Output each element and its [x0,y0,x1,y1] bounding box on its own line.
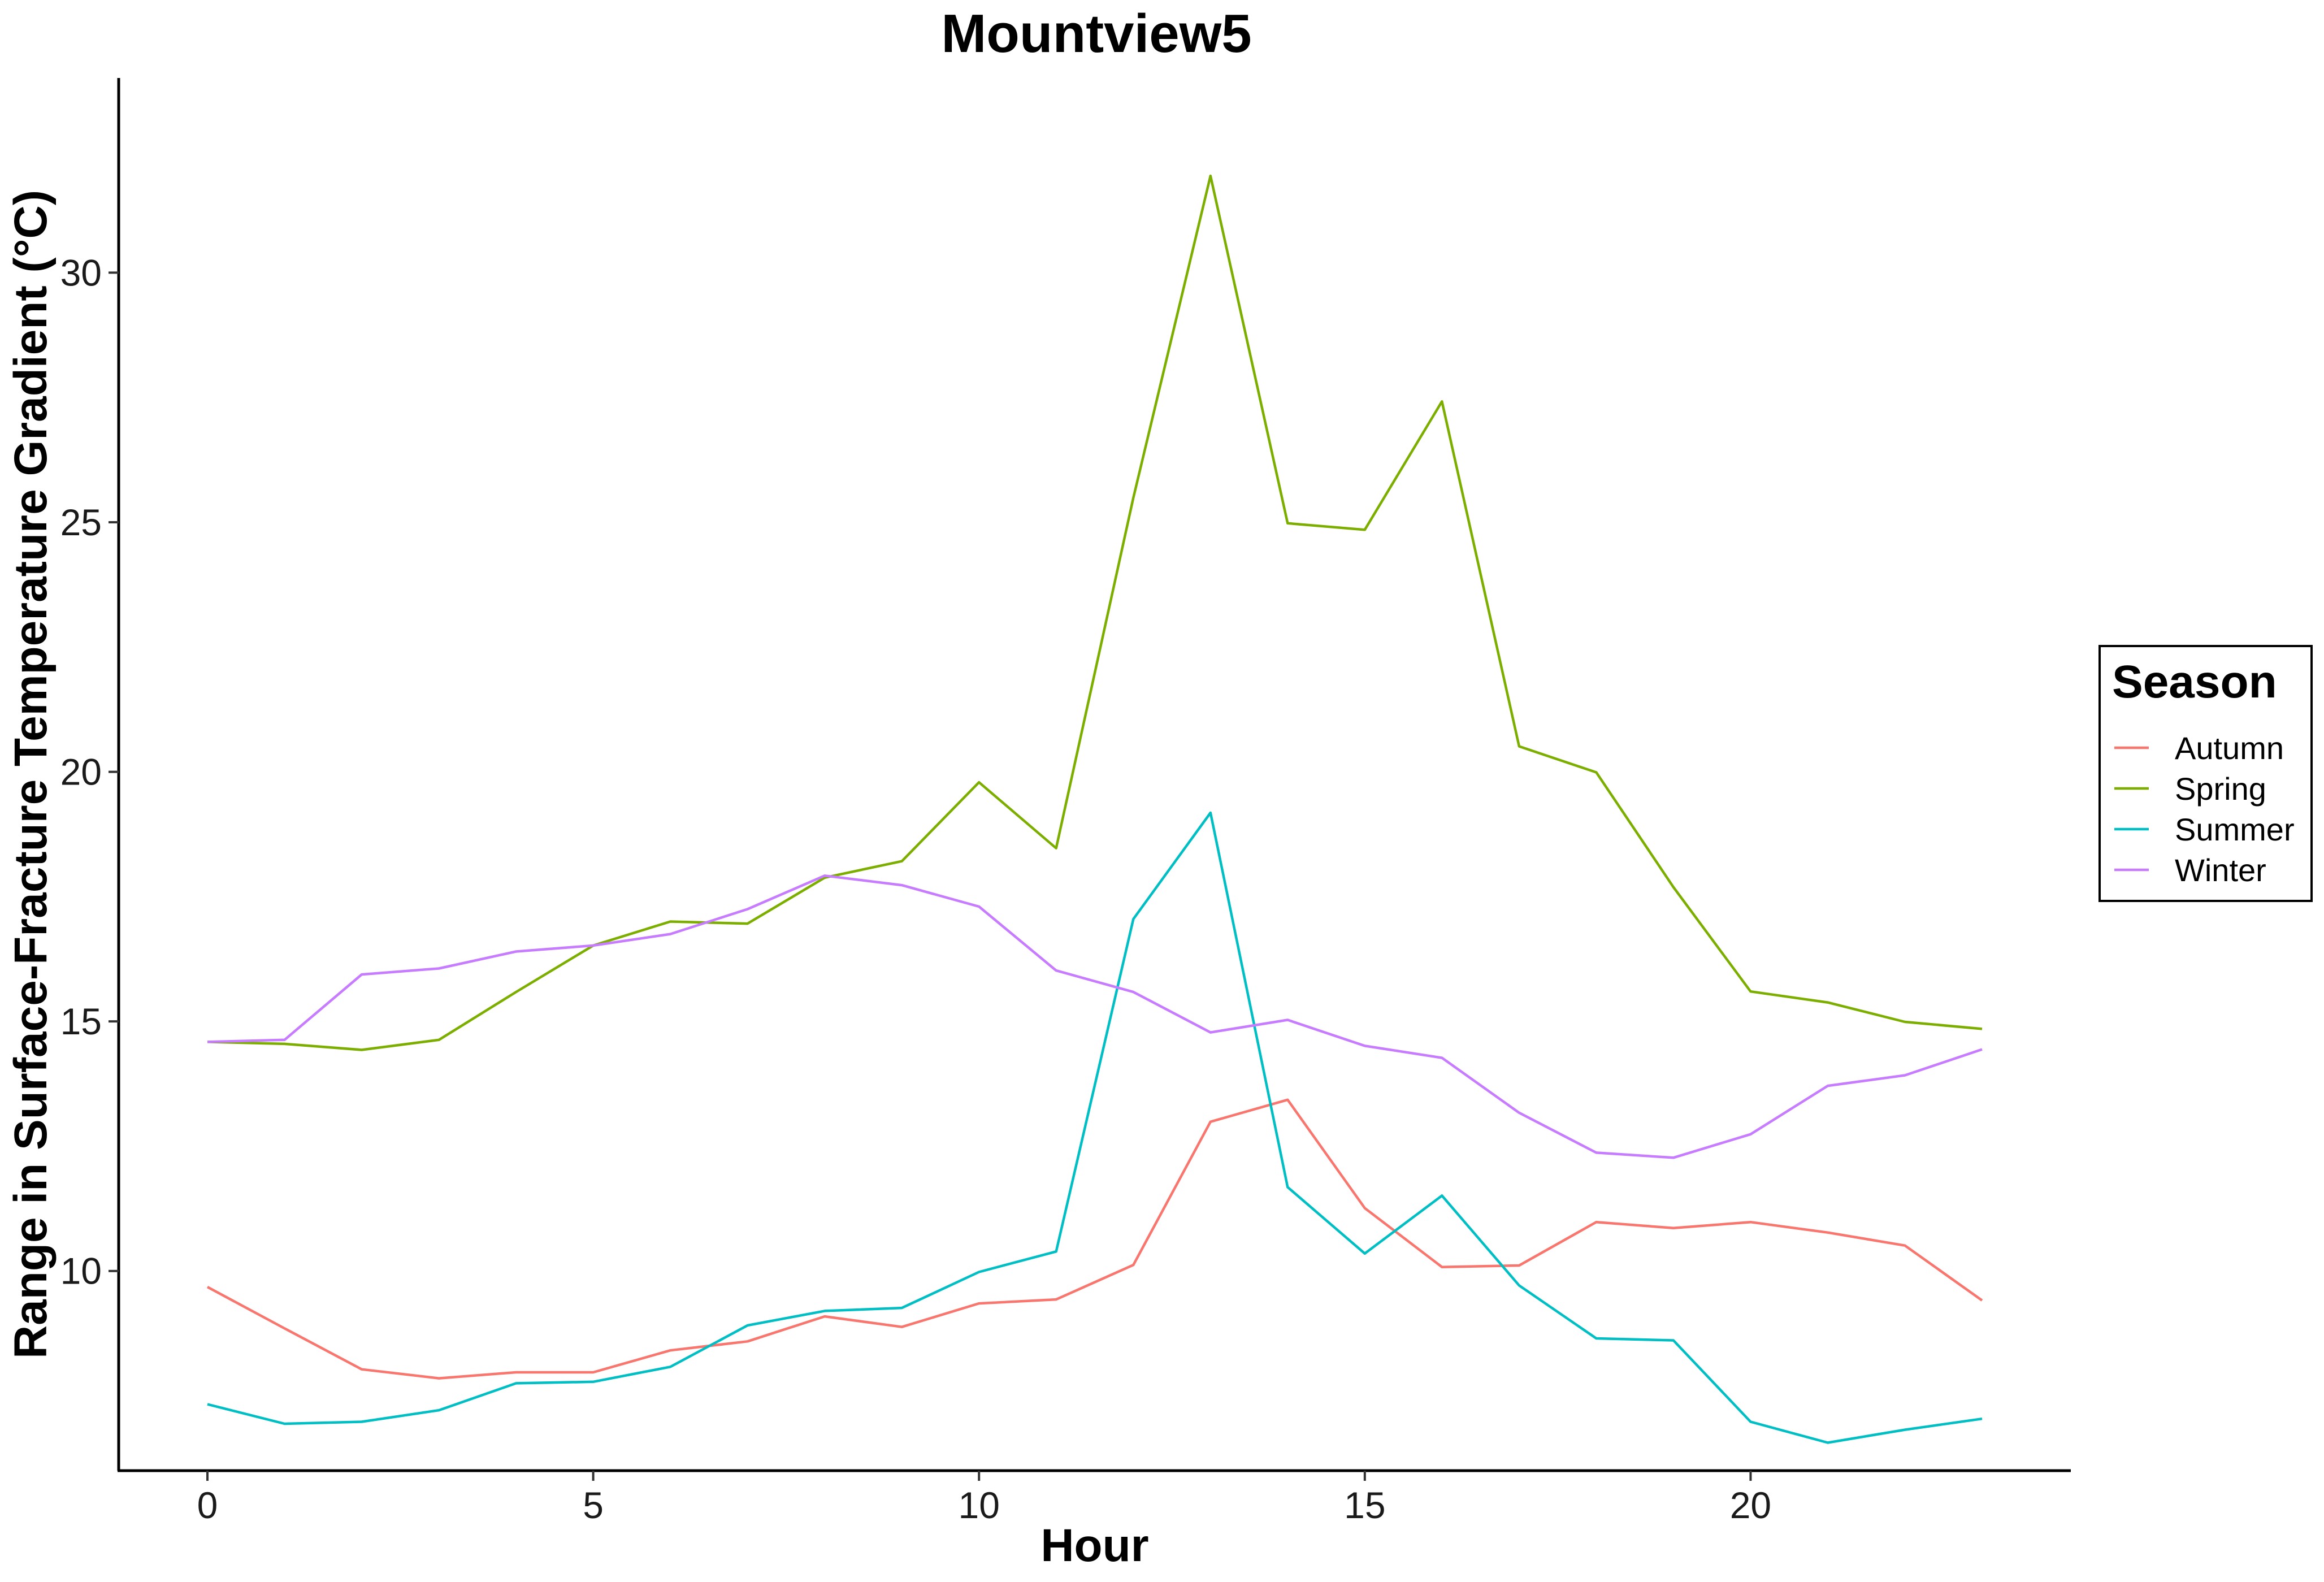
legend-label-summer: Summer [2175,812,2295,847]
y-tick-label: 20 [60,751,102,793]
legend-label-autumn: Autumn [2175,730,2284,766]
legend-label-winter: Winter [2175,852,2266,888]
chart-title: Mountview5 [941,3,1251,64]
series-line-autumn [206,1098,1983,1380]
x-tick-label: 20 [1730,1484,1771,1526]
x-tick-label: 0 [197,1484,218,1526]
legend-box [2098,645,2313,902]
legend: Season Autumn Spring Summer Winter [2098,645,2313,902]
x-tick-label: 10 [959,1484,1000,1526]
series-line-spring [207,174,1983,1051]
y-tick-label: 15 [60,1000,102,1042]
x-tick-label: 15 [1344,1484,1385,1526]
y-tick-label: 25 [60,501,102,543]
legend-title: Season [2112,656,2277,708]
y-axis-ticks: 10 15 20 25 30 [60,252,119,1292]
x-axis-title: Hour [1040,1520,1148,1571]
y-tick-label: 10 [60,1250,102,1292]
y-tick-label: 30 [60,252,102,293]
legend-items: Autumn Spring Summer Winter [2114,730,2295,888]
y-axis-title: Range in Surface-Fracture Temperature Gr… [5,190,57,1359]
series-line-summer [207,811,1983,1444]
legend-label-spring: Spring [2175,771,2266,807]
plot-series [206,174,1983,1444]
x-axis-ticks: 0 5 10 15 20 [197,1471,1771,1526]
series-line-winter [207,874,1983,1159]
x-tick-label: 5 [583,1484,604,1526]
